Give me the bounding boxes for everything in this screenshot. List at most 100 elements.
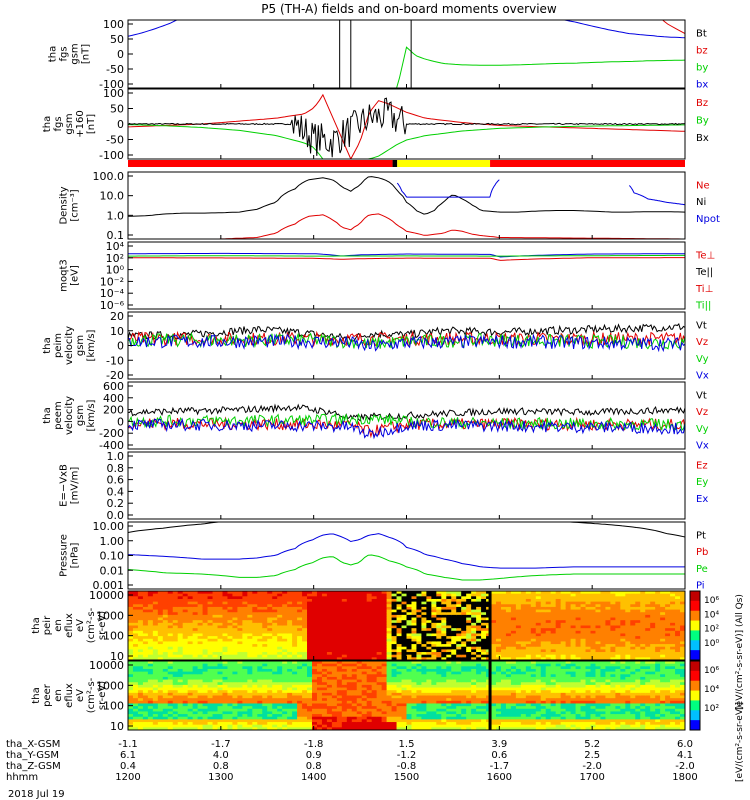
colorbar-group: 10⁶10⁴10²10⁰10⁶10⁴10² [eV/(cm²-s-sr-eV)] … xyxy=(690,591,745,782)
panel-7: 1.00.80.60.40.20.0 E=−VxB[mV/m] Ez Ey Ex xyxy=(59,450,709,522)
legend-entry: Vy xyxy=(696,424,709,435)
figure-title: P5 (TH-A) fields and on-board moments ov… xyxy=(261,2,557,16)
colorbar-upper-tick: 10⁶ xyxy=(704,596,719,606)
time-column-value: 0.8 xyxy=(306,761,322,772)
legend-entry: Pb xyxy=(696,547,708,558)
y-axis-label-line: (cm²-s- xyxy=(86,607,97,643)
mode-bar-segment xyxy=(397,160,490,167)
panel-9: 10000100010010thapeirenefluxeV(cm²-s-sr-… xyxy=(31,589,686,663)
legend-entry: Vx xyxy=(696,441,709,452)
y-axis-label: thapeerenefluxeV(cm²-s-sr-eV) xyxy=(31,677,108,713)
time-column-value: 4.1 xyxy=(677,750,693,761)
y-axis-label: Pressure[nPa] xyxy=(59,534,81,577)
y-axis-label-line: sr-eV) xyxy=(97,611,108,640)
series-group xyxy=(128,324,685,351)
time-column-value: 4.0 xyxy=(213,750,229,761)
y-axis-label-line: +160 xyxy=(75,110,86,137)
panel-frame xyxy=(128,172,685,239)
colorbar-lower-swatch xyxy=(690,691,700,701)
series-Pi xyxy=(128,534,685,569)
legend-entry: bz xyxy=(696,46,708,57)
time-column-value: 0.6 xyxy=(491,750,507,761)
y-axis-label: thafgsgsm[nT] xyxy=(48,43,92,64)
time-column-value: 6.0 xyxy=(677,739,693,750)
y-axis-label-line: [km/s] xyxy=(86,399,97,431)
panel-frame xyxy=(128,522,685,589)
mode-bar-segment xyxy=(490,160,685,167)
colorbar-upper-swatch xyxy=(690,650,700,660)
series-Ti|| xyxy=(128,255,685,256)
time-column-value: -1.7 xyxy=(490,761,510,772)
y-axis-label: thapeemvelocitygsm[km/s] xyxy=(42,396,97,435)
y-axis-label-line: [eV] xyxy=(70,265,81,286)
time-column-value: -0.8 xyxy=(397,761,417,772)
time-row-label: tha_Z-GSM xyxy=(6,761,61,772)
y-tick-label: 0 xyxy=(117,118,124,131)
panel-4: 10⁴10²10⁰10⁻²10⁻⁴10⁻⁶moqt3[eV]Te⊥Te||Ti⊥… xyxy=(59,240,716,312)
legend-entry: by xyxy=(696,63,708,74)
series-group xyxy=(128,95,685,159)
panel-frame xyxy=(128,452,685,519)
colorbar-lower-tick: 10² xyxy=(704,704,719,714)
time-column-value: 1.5 xyxy=(399,739,415,750)
y-axis-label-line: Pressure xyxy=(59,534,70,577)
y-axis-label-line: [nT] xyxy=(86,114,97,134)
y-tick-label: 100.0 xyxy=(93,170,125,183)
colorbar-label-lower: [eV/(cm²-s-sr-eV)] xyxy=(735,702,745,782)
colorbar-lower-swatch xyxy=(690,700,700,710)
y-tick-label: 0.10 xyxy=(100,550,125,563)
time-column-value: 1800 xyxy=(672,772,697,783)
time-column-value: 1700 xyxy=(579,772,604,783)
time-column-value: 6.1 xyxy=(120,750,136,761)
colorbar-lower-swatch xyxy=(690,681,700,691)
y-axis-label-line: Density xyxy=(59,186,70,224)
y-axis-label-line: [cm⁻³] xyxy=(70,189,81,221)
y-tick-label: 10000 xyxy=(89,589,124,602)
y-tick-label: 10.00 xyxy=(93,520,125,533)
time-row-label: tha_X-GSM xyxy=(6,739,60,750)
y-tick-label: 0 xyxy=(117,340,124,353)
time-column-value: -1.8 xyxy=(304,739,324,750)
overview-figure: P5 (TH-A) fields and on-board moments ov… xyxy=(0,0,750,800)
series-group xyxy=(128,514,685,580)
legend-entry: Bx xyxy=(696,133,709,144)
time-column-value: 0.9 xyxy=(306,750,322,761)
y-tick-label: 10 xyxy=(110,720,124,733)
y-axis-label-line: [km/s] xyxy=(86,329,97,361)
colorbar-lower-swatch xyxy=(690,710,700,720)
y-axis-label-line: en xyxy=(53,619,64,632)
y-tick-label: 1.0 xyxy=(107,209,125,222)
y-axis-label-line: eflux xyxy=(64,683,75,708)
y-axis-label-line: tha xyxy=(48,46,59,62)
y-tick-label: 20 xyxy=(110,310,124,323)
legend-entry: By xyxy=(696,115,709,126)
y-tick-label: 50 xyxy=(110,103,124,116)
colorbar-upper-swatch xyxy=(690,640,700,650)
y-axis-label-line: eV xyxy=(75,689,86,702)
series-group xyxy=(128,253,685,260)
y-axis-label-line: gsm xyxy=(70,43,81,64)
colorbar-lower-tick: 10⁶ xyxy=(704,666,719,676)
colorbar-upper-swatch xyxy=(690,630,700,640)
legend-entry: Vt xyxy=(696,320,707,331)
panel-frame xyxy=(128,20,685,88)
time-column-value: 1400 xyxy=(301,772,326,783)
y-axis-label-line: gsm xyxy=(75,405,86,426)
time-column-value: -2.0 xyxy=(675,761,695,772)
colorbar-upper-swatch xyxy=(690,621,700,631)
legend-entry: Vz xyxy=(696,337,708,348)
legend-entry: Te⊥ xyxy=(695,250,715,261)
panel-2 xyxy=(128,160,685,167)
y-tick-label: 10 xyxy=(110,325,124,338)
y-axis-label-line: fgs xyxy=(59,46,70,61)
series-Npot xyxy=(397,180,499,197)
y-tick-label: -10 xyxy=(106,354,124,367)
colorbar-upper-tick: 10⁰ xyxy=(704,639,719,649)
y-axis-label-line: tha xyxy=(42,337,53,353)
y-axis-label: moqt3[eV] xyxy=(59,259,81,292)
legend-entry: Vt xyxy=(696,390,707,401)
time-column-value: 1500 xyxy=(394,772,419,783)
y-axis-label-line: [nPa] xyxy=(70,542,81,568)
y-tick-label: 50 xyxy=(110,33,124,46)
y-axis-label-line: gsm xyxy=(75,335,86,356)
